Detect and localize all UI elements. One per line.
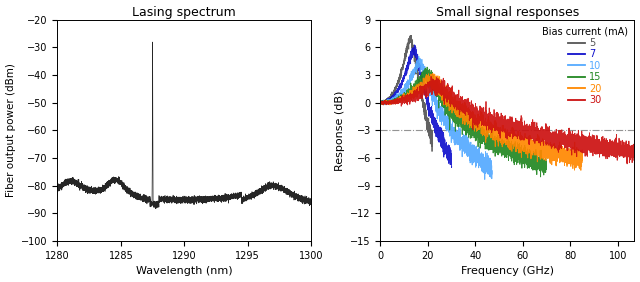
Title: Lasing spectrum: Lasing spectrum: [132, 6, 236, 19]
Title: Small signal responses: Small signal responses: [436, 6, 579, 19]
Y-axis label: Fiber output power (dBm): Fiber output power (dBm): [6, 63, 15, 197]
Legend: 5, 7, 10, 15, 20, 30: 5, 7, 10, 15, 20, 30: [540, 25, 630, 107]
X-axis label: Frequency (GHz): Frequency (GHz): [461, 266, 554, 276]
Y-axis label: Response (dB): Response (dB): [335, 90, 345, 171]
X-axis label: Wavelength (nm): Wavelength (nm): [136, 266, 232, 276]
